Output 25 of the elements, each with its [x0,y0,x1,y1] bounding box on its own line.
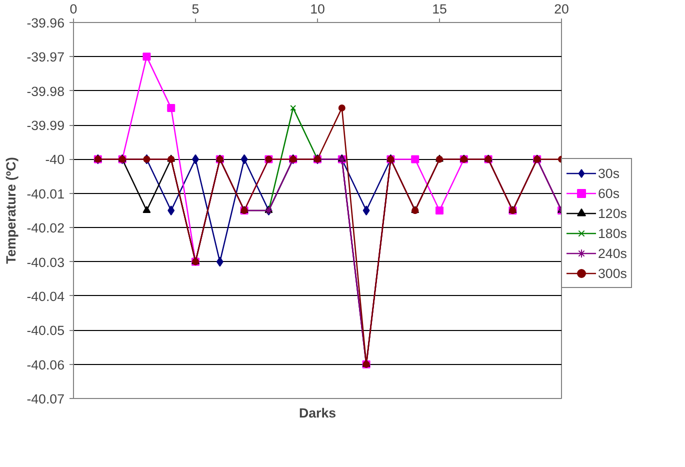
y-tick-label: -40.02 [26,220,65,236]
y-tick-label: -40.07 [26,392,65,406]
y-tick-label: -40 [45,152,64,168]
y-tick-label: -39.99 [26,118,65,134]
x-tick-label: 5 [192,2,200,16]
legend-label: 300s [598,266,627,280]
y-tick-label: -39.97 [26,50,65,65]
legend-label: 240s [598,246,627,260]
legend-label: 120s [598,206,627,220]
y-tick-label: -39.96 [26,16,65,30]
x-tick-label: 10 [310,2,325,16]
x-tick-label: 0 [70,2,78,16]
y-tick-label: -40.03 [26,254,65,270]
y-tick-label: -39.98 [26,84,65,99]
y-axis-title: Temperature (ºC) [4,157,19,264]
legend-label: 30s [598,166,620,180]
y-tick-label: -40.01 [26,186,65,202]
x-axis-title: Darks [298,406,336,420]
x-tick-label: 15 [432,2,447,16]
legend-label: 180s [598,226,627,240]
y-tick-label: -40.04 [26,288,66,304]
y-tick-label: -40.06 [26,357,65,372]
legend-label: 60s [598,186,620,200]
x-tick-label: 20 [554,2,569,16]
y-tick-label: -40.05 [26,323,65,338]
